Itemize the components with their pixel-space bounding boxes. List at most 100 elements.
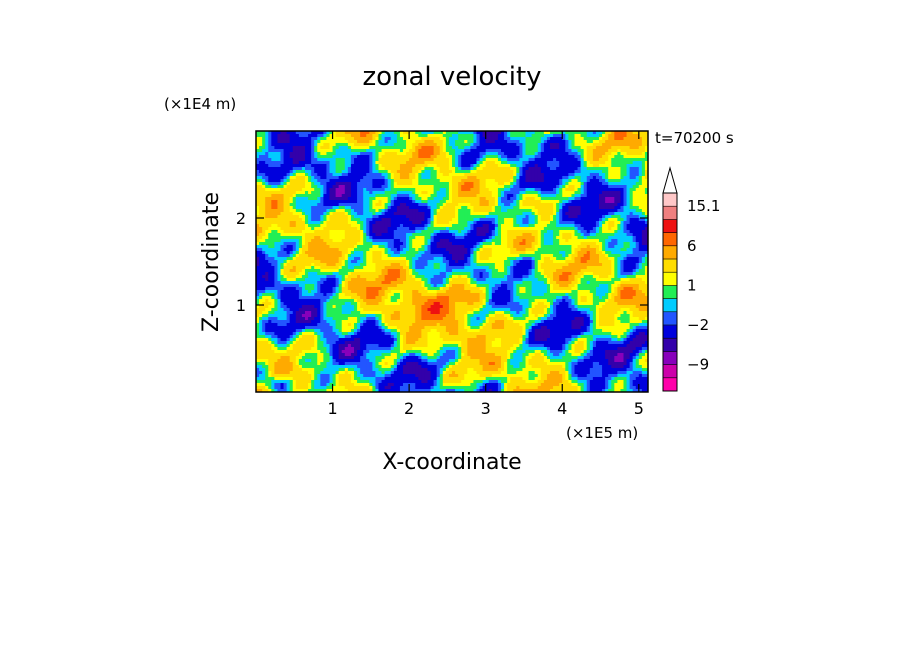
field-cell bbox=[332, 200, 337, 204]
field-cell bbox=[280, 239, 285, 243]
field-cell bbox=[617, 218, 622, 222]
field-cell bbox=[396, 230, 401, 234]
field-cell bbox=[283, 167, 288, 171]
field-cell bbox=[415, 134, 419, 138]
field-cell bbox=[311, 212, 315, 216]
field-cell bbox=[427, 140, 432, 144]
field-cell bbox=[528, 182, 533, 186]
field-cell bbox=[586, 188, 591, 192]
field-cell bbox=[562, 137, 566, 141]
field-cell bbox=[620, 152, 625, 156]
field-cell bbox=[360, 188, 364, 192]
field-cell bbox=[399, 203, 404, 207]
field-cell bbox=[271, 236, 275, 240]
field-cell bbox=[574, 212, 579, 216]
field-cell bbox=[455, 131, 459, 135]
field-cell bbox=[458, 200, 462, 204]
field-cell bbox=[464, 224, 468, 228]
field-cell bbox=[387, 236, 392, 240]
field-cell bbox=[289, 215, 294, 219]
field-cell bbox=[286, 236, 291, 240]
field-cell bbox=[357, 227, 361, 231]
field-cell bbox=[357, 140, 361, 144]
field-cell bbox=[635, 173, 640, 177]
field-cell bbox=[406, 143, 410, 147]
field-cell bbox=[602, 143, 606, 147]
field-cell bbox=[326, 143, 331, 147]
field-cell bbox=[430, 197, 435, 201]
field-cell bbox=[531, 197, 536, 201]
field-cell bbox=[256, 164, 260, 168]
field-cell bbox=[378, 134, 383, 138]
field-cell bbox=[491, 245, 496, 249]
field-cell bbox=[332, 245, 337, 249]
field-cell bbox=[332, 188, 337, 192]
field-cell bbox=[442, 134, 447, 138]
field-cell bbox=[516, 143, 520, 147]
field-cell bbox=[586, 218, 591, 222]
field-cell bbox=[360, 185, 364, 189]
field-cell bbox=[448, 236, 453, 240]
field-cell bbox=[271, 176, 275, 180]
field-cell bbox=[617, 224, 622, 228]
field-cell bbox=[476, 155, 481, 159]
field-cell bbox=[550, 161, 554, 165]
field-cell bbox=[516, 233, 520, 237]
field-cell bbox=[467, 218, 471, 222]
field-cell bbox=[644, 173, 648, 177]
field-cell bbox=[605, 134, 609, 138]
field-cell bbox=[470, 176, 475, 180]
field-cell bbox=[283, 221, 288, 225]
field-cell bbox=[256, 158, 260, 162]
field-cell bbox=[415, 236, 419, 240]
field-cell bbox=[335, 197, 340, 201]
field-cell bbox=[620, 143, 625, 147]
field-cell bbox=[540, 233, 545, 237]
field-cell bbox=[387, 173, 392, 177]
field-cell bbox=[366, 203, 370, 207]
field-cell bbox=[308, 170, 312, 174]
field-cell bbox=[595, 182, 600, 186]
field-cell bbox=[369, 206, 373, 210]
field-cell bbox=[363, 227, 367, 231]
field-cell bbox=[513, 170, 517, 174]
field-cell bbox=[488, 233, 493, 237]
field-cell bbox=[455, 170, 459, 174]
field-cell bbox=[550, 137, 554, 141]
field-cell bbox=[589, 242, 594, 246]
field-cell bbox=[259, 218, 263, 222]
field-cell bbox=[568, 224, 573, 228]
field-cell bbox=[292, 143, 297, 147]
field-cell bbox=[262, 161, 266, 165]
field-cell bbox=[372, 173, 377, 177]
field-cell bbox=[623, 143, 628, 147]
field-cell bbox=[537, 134, 542, 138]
field-cell bbox=[295, 161, 300, 165]
field-cell bbox=[525, 200, 530, 204]
field-cell bbox=[479, 239, 484, 243]
field-cell bbox=[592, 155, 597, 159]
field-cell bbox=[305, 182, 309, 186]
field-cell bbox=[262, 197, 266, 201]
field-cell bbox=[439, 218, 444, 222]
field-cell bbox=[470, 158, 475, 162]
field-cell bbox=[372, 167, 377, 171]
field-cell bbox=[583, 164, 588, 168]
field-cell bbox=[381, 185, 386, 189]
field-cell bbox=[550, 182, 554, 186]
field-cell bbox=[283, 200, 288, 204]
field-cell bbox=[586, 179, 591, 183]
field-cell bbox=[574, 209, 579, 213]
field-cell bbox=[301, 182, 306, 186]
field-cell bbox=[629, 161, 634, 165]
field-cell bbox=[268, 140, 272, 144]
field-cell bbox=[513, 230, 517, 234]
field-cell bbox=[381, 182, 386, 186]
field-cell bbox=[556, 221, 560, 225]
field-cell bbox=[329, 194, 334, 198]
field-cell bbox=[537, 185, 542, 189]
field-cell bbox=[360, 245, 364, 249]
field-cell bbox=[470, 221, 475, 225]
field-cell bbox=[592, 206, 597, 210]
field-cell bbox=[580, 233, 585, 237]
